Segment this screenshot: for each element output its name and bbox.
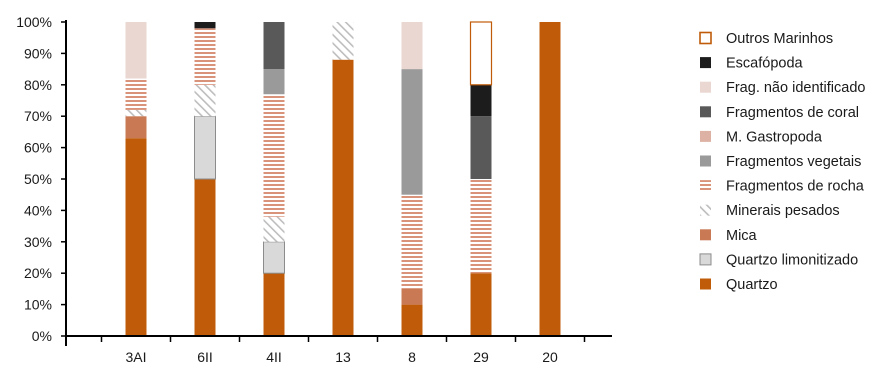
bar-segment-4ii-fragmentos-de-coral [263,22,285,70]
legend-swatch-quartzo-limonitizado [699,253,712,266]
bar-segment-8-fragmentos-de-rocha [401,194,423,289]
y-tick-label: 70% [24,108,52,124]
bar-segment-3ai-mica [125,116,147,139]
y-tick-label: 30% [24,234,52,250]
bar-segment-20-quartzo [539,22,561,336]
y-tick-label: 0% [32,328,52,344]
legend-swatch-quartzo [700,278,711,290]
bar-segment-3ai-fragmentos-de-rocha [125,78,147,110]
legend-swatch-minerais-pesados [700,204,711,216]
bar-segment-6ii-fragmentos-de-rocha [194,28,216,85]
y-tick-label: 60% [24,140,52,156]
legend-label-minerais-pesados: Minerais pesados [726,203,840,219]
bar-segment-4ii-minerais-pesados [263,216,285,242]
bar-segment-4ii-fragmentos-de-rocha [263,94,285,217]
bar-segment-3ai-quartzo [125,138,147,336]
legend-swatch-fragmentos-de-coral [700,106,711,118]
legend-swatch-fragmentos-vegetais [700,155,711,167]
legend-label-fragmentos-de-coral: Fragmentos de coral [726,105,859,121]
legend-label-fragmentos-de-rocha: Fragmentos de rocha [726,179,865,195]
bar-segment-29-outros-marinhos [469,21,493,86]
bar-segment-8-mica [401,288,423,305]
y-tick-label: 100% [16,14,52,30]
x-tick-label-4ii: 4II [266,349,282,365]
bar-segment-3ai-minerais-pesados [125,109,147,117]
bar-segment-4ii-fragmentos-vegetais [263,69,285,95]
bar-segment-29-fragmentos-de-coral [470,116,492,179]
bar-segment-13-minerais-pesados [332,22,354,60]
bar-segment-29-fragmentos-de-rocha [470,179,492,274]
bar-segment-29-quartzo [470,273,492,336]
legend-swatch-mica [700,229,711,241]
x-tick-label-6ii: 6II [197,349,213,365]
x-tick-label-29: 29 [473,349,489,365]
x-tick-label-13: 13 [335,349,351,365]
legend-label-quartzo: Quartzo [726,277,778,293]
legend-swatch-m-gastropoda [700,130,711,142]
bars-layer [125,21,561,337]
y-tick-label: 80% [24,77,52,93]
legend-label-fragmentos-vegetais: Fragmentos vegetais [726,154,861,170]
y-tick-label: 90% [24,45,52,61]
y-tick-label: 50% [24,171,52,187]
legend-swatch-frag-nao-identificado [700,81,711,93]
bar-segment-6ii-escafopoda [194,22,216,29]
y-tick-label: 10% [24,297,52,313]
bar-segment-13-quartzo [332,59,354,337]
bar-segment-4ii-quartzo [263,273,285,336]
x-tick-label-3ai: 3AI [125,349,146,365]
bar-segment-6ii-quartzo-limonitizado [194,115,216,180]
legend-swatch-escafopoda [700,57,711,69]
bar-segment-6ii-minerais-pesados [194,84,216,117]
y-tick-label: 40% [24,202,52,218]
legend-label-escafopoda: Escafópoda [726,56,804,72]
legend-label-outros-marinhos: Outros Marinhos [726,31,833,47]
bar-segment-4ii-quartzo-limonitizado [263,241,285,274]
y-tick-label: 20% [24,265,52,281]
legend-swatch-fragmentos-de-rocha [700,180,711,192]
bar-segment-8-quartzo [401,304,423,336]
legend-label-m-gastropoda: M. Gastropoda [726,129,823,145]
legend-label-frag-nao-identificado: Frag. não identificado [726,80,865,96]
legend-swatch-outros-marinhos [699,31,712,45]
legend: Outros Marinhos Escafópoda Frag. não ident… [699,31,865,293]
bar-segment-3ai-frag-nao-identificado [125,22,147,79]
legend-label-mica: Mica [726,228,758,244]
bar-segment-8-frag-nao-identificado [401,22,423,70]
bar-segment-8-fragmentos-vegetais [401,69,423,195]
axes: 0% 10% 20% 30% 40% 50% 60% 70% 80% 90% 100% 3AI 6II 4… [16,14,612,365]
x-tick-label-20: 20 [542,349,558,365]
bar-segment-6ii-quartzo [194,179,216,336]
x-tick-label-8: 8 [408,349,416,365]
legend-label-quartzo-limonitizado: Quartzo limonitizado [726,252,858,268]
bar-segment-29-escafopoda [470,84,492,117]
